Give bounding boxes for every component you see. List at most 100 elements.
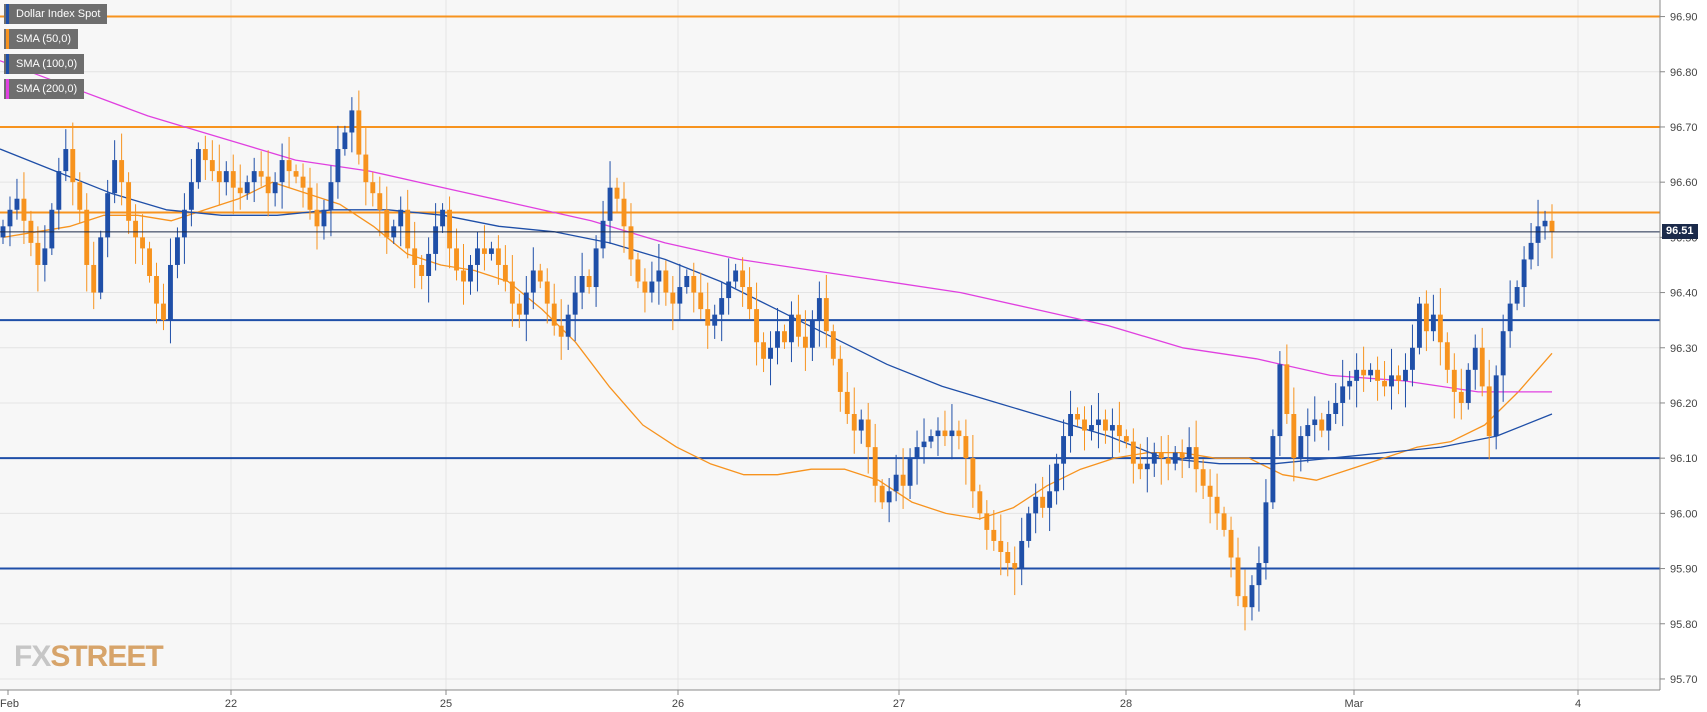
legend-label-sma200: SMA (200,0) <box>16 83 78 95</box>
candle-body-down <box>482 248 487 254</box>
candle-body-up <box>335 149 341 183</box>
candle-body-down <box>628 226 634 260</box>
candle-body-up <box>886 491 892 503</box>
candle-body-down <box>586 276 592 288</box>
candle-body-up <box>1340 386 1346 403</box>
candle-body-down <box>21 198 27 221</box>
candle-body-up <box>1521 259 1527 288</box>
candle-body-up <box>684 276 690 288</box>
candle-body-up <box>1305 425 1311 437</box>
candle-body-down <box>621 198 627 227</box>
candle-body-down <box>91 264 97 293</box>
candle-body-up <box>1277 364 1283 437</box>
candle-body-up <box>928 436 934 442</box>
candle-body-down <box>140 237 145 249</box>
legend-swatch-sma100 <box>6 54 9 74</box>
candle-body-down <box>412 248 418 265</box>
candle-body-up <box>112 160 118 194</box>
candle-body-down <box>1396 375 1401 381</box>
candle-body-down <box>461 270 466 282</box>
candle-body-down <box>544 281 550 304</box>
y-tick-label: 96.00 <box>1670 508 1698 520</box>
candle-body-down <box>1361 369 1367 376</box>
candle-body-down <box>1228 529 1234 558</box>
candle-body-down <box>230 171 236 188</box>
candle-body-down <box>293 171 299 177</box>
candle-body-down <box>1486 386 1492 437</box>
candle-body-up <box>907 458 913 486</box>
candle-body-down <box>977 491 983 514</box>
candle-body-up <box>1500 331 1506 376</box>
candle-body-up <box>593 248 599 288</box>
candle-body-down <box>1200 469 1206 486</box>
candle-body-up <box>1416 303 1422 348</box>
candle-body-down <box>879 485 885 503</box>
candle-body-up <box>433 226 439 254</box>
candle-body-down <box>1423 303 1429 332</box>
y-tick-label: 96.30 <box>1670 343 1698 355</box>
x-tick-label: Mar <box>1345 698 1364 710</box>
candle-body-up <box>1256 563 1262 586</box>
candle-body-up <box>1033 496 1039 514</box>
candle-body-up <box>321 209 327 227</box>
legend-item-sma50[interactable]: SMA (50,0) <box>4 29 79 49</box>
candle-body-down <box>956 430 962 437</box>
legend-item-price[interactable]: Dollar Index Spot <box>4 4 108 24</box>
candle-body-down <box>663 270 669 293</box>
candle-body-up <box>475 248 480 265</box>
candle-body-down <box>1193 447 1199 470</box>
candle-body-up <box>1410 347 1415 370</box>
legend: Dollar Index Spot SMA (50,0) SMA (100,0)… <box>4 4 108 99</box>
legend-item-sma200[interactable]: SMA (200,0) <box>4 79 85 99</box>
candle-body-down <box>635 259 641 282</box>
candle-body-down <box>1075 414 1080 420</box>
candle-body-up <box>816 298 822 321</box>
candle-body-down <box>1549 220 1555 232</box>
candle-body-down <box>265 176 271 194</box>
candle-body-up <box>1019 540 1025 569</box>
legend-item-sma100[interactable]: SMA (100,0) <box>4 54 85 74</box>
candle-body-up <box>530 270 536 293</box>
candle-body-down <box>830 331 836 359</box>
candle-body-down <box>300 176 306 188</box>
candle-body-down <box>209 160 215 172</box>
candle-body-down <box>384 209 390 238</box>
y-axis-ticks: 95.70 95.80 95.90 96.00 96.10 96.20 96.30 96.40… <box>1660 12 1698 686</box>
sma200-line <box>0 60 1552 393</box>
candle-body-down <box>670 292 676 304</box>
candle-body-up <box>607 187 613 221</box>
candle-body-down <box>963 436 969 459</box>
candle-body-up <box>1472 347 1478 370</box>
candle-body-down <box>705 309 711 326</box>
candle-body-up <box>1061 436 1067 464</box>
candle-body-down <box>991 529 997 541</box>
candle-body-down <box>558 325 564 337</box>
candle-body-down <box>1458 391 1464 403</box>
candle-body-up <box>1249 585 1255 608</box>
candle-body-up <box>733 270 739 282</box>
candle-body-up <box>272 182 278 194</box>
candle-body-down <box>314 209 320 227</box>
candle-body-down <box>286 160 292 172</box>
candle-body-down <box>1242 596 1248 608</box>
candle-body-down <box>147 248 152 276</box>
candle-body-down <box>454 248 459 271</box>
candle-body-down <box>1437 314 1443 343</box>
candle-body-down <box>865 419 871 448</box>
vertical-gridlines <box>230 0 1579 690</box>
candle-body-down <box>307 187 313 210</box>
x-tick-label: Feb <box>0 698 19 710</box>
candle-body-down <box>363 154 369 183</box>
candle-body-down <box>642 281 648 293</box>
candle-body-down <box>1375 369 1381 381</box>
candle-body-down <box>747 287 753 310</box>
candle-body-up <box>426 253 432 276</box>
candle-body-up <box>1298 436 1304 459</box>
y-tick-label: 96.80 <box>1670 67 1698 79</box>
candle-body-up <box>440 209 446 227</box>
plot-area <box>0 0 1660 690</box>
candle-body-down <box>77 182 83 210</box>
candle-body-up <box>56 171 62 210</box>
candle-body-down <box>126 182 132 221</box>
